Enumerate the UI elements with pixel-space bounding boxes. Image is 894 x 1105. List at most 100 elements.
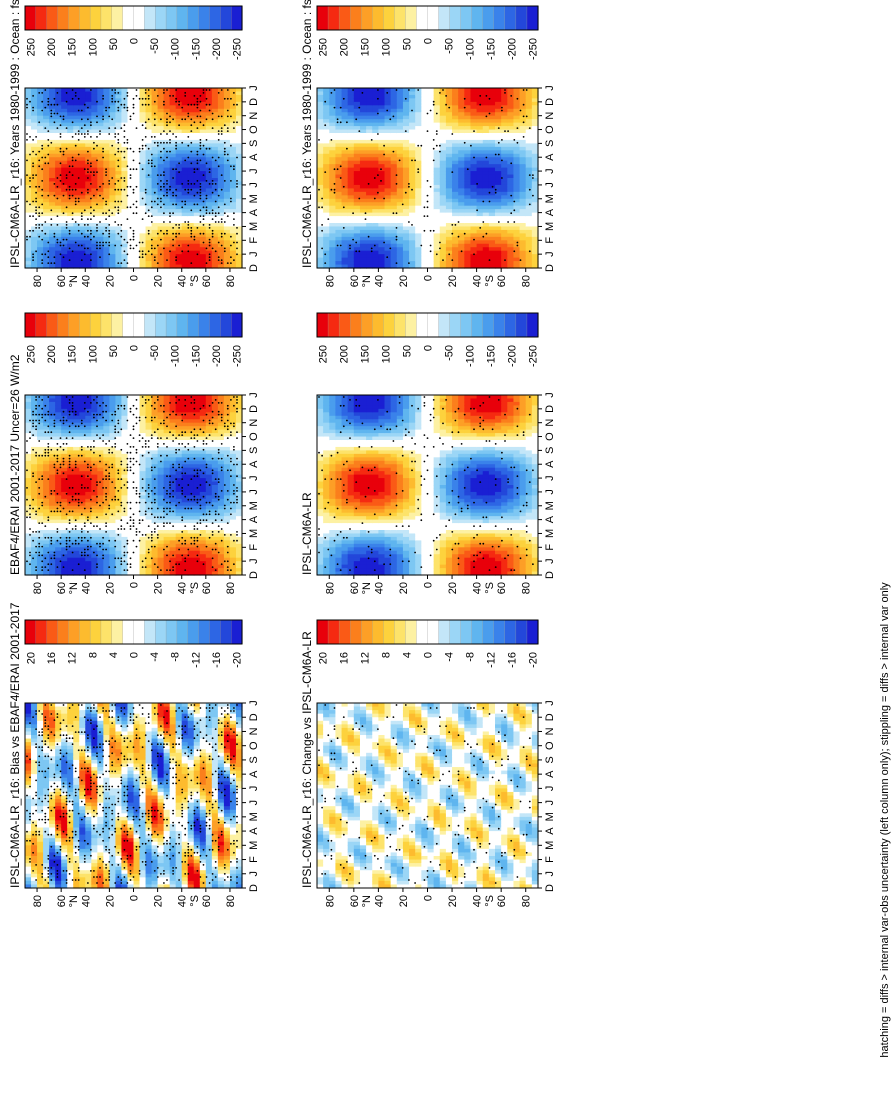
heatmap-cell <box>235 236 243 241</box>
heatmap-cell <box>67 105 74 110</box>
stipple-dot <box>208 89 211 91</box>
heatmap-cell <box>145 171 153 176</box>
heatmap-cell <box>43 257 50 262</box>
heatmap-cell <box>329 181 337 186</box>
heatmap-cell <box>335 195 343 200</box>
heatmap-cell <box>193 247 201 252</box>
heatmap-cell <box>323 223 330 228</box>
heatmap-cell <box>341 257 349 262</box>
heatmap-cell <box>91 195 98 200</box>
heatmap-cell <box>390 88 398 93</box>
heatmap-cell <box>531 229 539 234</box>
stipple-dot <box>77 197 80 200</box>
stipple-dot <box>435 253 438 256</box>
heatmap-cell <box>317 261 324 266</box>
heatmap-cell <box>55 216 62 221</box>
stipple-dot <box>123 141 126 144</box>
heatmap-cell <box>235 139 243 144</box>
stipple-dot <box>352 89 354 91</box>
heatmap-cell <box>317 150 324 155</box>
heatmap-cell <box>25 112 32 117</box>
heatmap-cell <box>402 108 410 113</box>
heatmap-cell <box>402 133 410 138</box>
stipple-dot <box>123 156 126 159</box>
stipple-dot <box>532 174 534 177</box>
heatmap-cell <box>127 174 135 179</box>
heatmap-cell <box>229 236 237 241</box>
heatmap-cell <box>427 205 435 210</box>
heatmap-cell <box>323 174 330 179</box>
heatmap-cell <box>482 122 490 127</box>
heatmap-cell <box>31 257 38 262</box>
heatmap-cell <box>531 181 539 186</box>
heatmap-cell <box>458 157 465 162</box>
heatmap-cell <box>181 133 189 138</box>
colorbar-swatch <box>79 5 91 31</box>
heatmap-cell <box>133 129 141 134</box>
heatmap-cell <box>531 240 539 245</box>
stipple-dot <box>163 247 165 250</box>
stipple-dot <box>435 133 438 135</box>
heatmap-cell <box>476 240 484 245</box>
heatmap-cell <box>525 139 533 144</box>
heatmap-cell <box>519 174 527 179</box>
stipple-dot <box>411 224 413 226</box>
heatmap-cell <box>121 250 129 255</box>
heatmap-cell <box>525 250 533 255</box>
heatmap-cell <box>488 98 496 103</box>
heatmap-cell <box>396 129 404 134</box>
stipple-dot <box>129 206 132 209</box>
heatmap-cell <box>353 240 361 245</box>
stipple-dot <box>230 144 232 147</box>
heatmap-cell <box>372 91 379 96</box>
heatmap-cell <box>175 219 183 224</box>
heatmap-cell <box>335 129 343 134</box>
heatmap-cell <box>205 94 213 99</box>
heatmap-cell <box>458 160 465 165</box>
heatmap-cell <box>470 133 478 138</box>
heatmap-cell <box>452 212 459 217</box>
heatmap-cell <box>488 160 496 165</box>
stipple-dot <box>156 197 159 200</box>
heatmap-cell <box>199 108 207 113</box>
heatmap-cell <box>415 98 422 103</box>
heatmap-cell <box>205 195 213 200</box>
lat-tick-label: 80 <box>225 275 237 287</box>
stipple-dot <box>35 174 37 177</box>
stipple-dot <box>38 92 41 94</box>
heatmap-cell <box>390 94 398 99</box>
heatmap-cell <box>525 98 533 103</box>
heatmap-cell <box>91 174 98 179</box>
heatmap-cell <box>464 257 472 262</box>
heatmap-cell <box>507 153 515 158</box>
heatmap-cell <box>193 257 201 262</box>
heatmap-cell <box>519 223 527 228</box>
heatmap-cell <box>482 240 490 245</box>
heatmap-cell <box>37 264 44 269</box>
heatmap-cell <box>31 153 38 158</box>
heatmap-cell <box>519 133 527 138</box>
heatmap-cell <box>31 98 38 103</box>
heatmap-cell <box>211 264 219 269</box>
colorbar-swatch <box>176 5 189 31</box>
heatmap-cell <box>187 105 195 110</box>
heatmap-cell <box>421 188 429 193</box>
heatmap-cell <box>396 160 404 165</box>
heatmap-cell <box>445 143 453 148</box>
heatmap-cell <box>378 157 386 162</box>
heatmap-cell <box>390 202 398 207</box>
heatmap-cell <box>335 229 343 234</box>
heatmap-cell <box>73 188 80 193</box>
heatmap-cell <box>157 191 165 196</box>
stipple-dot <box>83 103 86 106</box>
heatmap-cell <box>482 108 490 113</box>
stipple-dot <box>153 89 156 91</box>
stipple-dot <box>65 206 68 209</box>
heatmap-cell <box>205 119 213 124</box>
heatmap-cell <box>415 250 422 255</box>
heatmap-cell <box>97 143 104 148</box>
stipple-dot <box>172 133 175 135</box>
stipple-dot <box>196 227 199 229</box>
stipple-dot <box>160 185 162 188</box>
heatmap-cell <box>482 243 490 248</box>
